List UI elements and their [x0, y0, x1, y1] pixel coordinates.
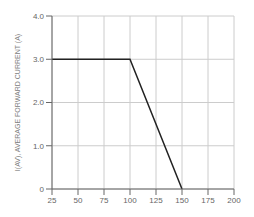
svg-text:175: 175: [201, 196, 215, 205]
svg-text:150: 150: [175, 196, 189, 205]
svg-text:200: 200: [227, 196, 241, 205]
svg-text:75: 75: [100, 196, 109, 205]
svg-text:100: 100: [123, 196, 137, 205]
svg-text:25: 25: [48, 196, 57, 205]
svg-text:I(AV), AVERAGE FORWARD CURRENT: I(AV), AVERAGE FORWARD CURRENT (A): [14, 34, 22, 171]
svg-text:3.0: 3.0: [33, 55, 45, 64]
svg-text:1.0: 1.0: [33, 142, 45, 151]
svg-text:125: 125: [149, 196, 163, 205]
svg-text:2.0: 2.0: [33, 98, 45, 107]
svg-text:50: 50: [74, 196, 83, 205]
svg-text:4.0: 4.0: [33, 12, 45, 21]
svg-text:0: 0: [40, 185, 45, 194]
